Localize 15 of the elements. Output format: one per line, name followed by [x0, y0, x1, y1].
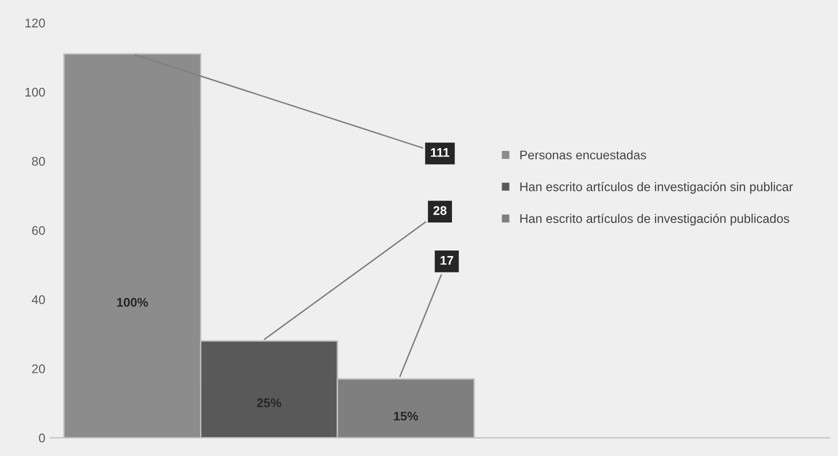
annotation: 100% — [117, 298, 148, 307]
y-tick-label: 100 — [26, 88, 45, 97]
annotation: 28 — [433, 206, 447, 215]
y-tick-label: 120 — [26, 18, 45, 28]
y-tick-label: 20 — [32, 364, 45, 374]
legend-label: Han escrito artículos de investigación sin publicar — [520, 182, 793, 194]
annotation: 17 — [440, 256, 454, 265]
annotation: 15% — [394, 412, 418, 421]
y-tick-label: 60 — [32, 226, 45, 235]
y-tick-label: 40 — [32, 295, 45, 304]
legend-label: Han escrito artículos de investigación publicados — [520, 214, 790, 226]
legend-label: Personas encuestadas — [520, 150, 646, 160]
y-tick-label: 0 — [38, 434, 45, 442]
annotation: 111 — [431, 148, 450, 157]
y-tick-label: 80 — [32, 156, 45, 166]
